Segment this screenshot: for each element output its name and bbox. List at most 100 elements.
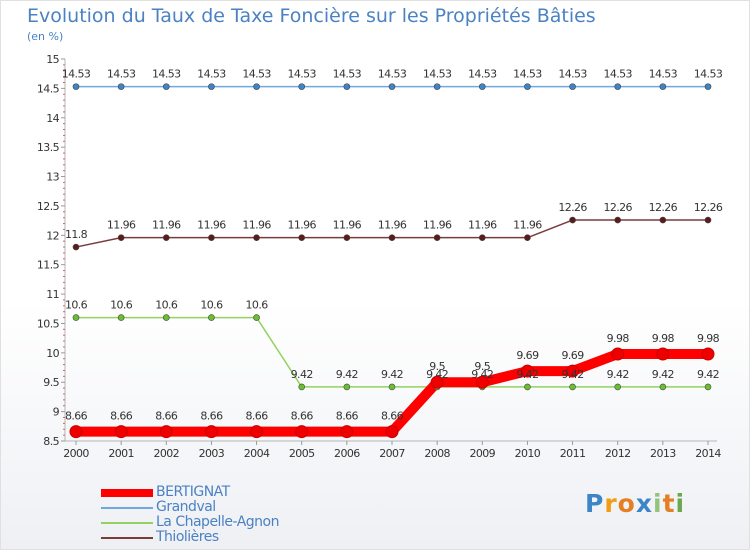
- data-label-bertignat: 8.66: [155, 410, 178, 423]
- data-label-bertignat: 8.66: [381, 410, 404, 423]
- data-label-grandval: 14.53: [468, 68, 497, 81]
- x-tick-label: 2000: [63, 447, 89, 460]
- data-point-thioli-res: [433, 234, 441, 241]
- data-label-thioli-res: 12.26: [649, 201, 678, 214]
- data-point-bertignat: [114, 425, 128, 439]
- legend-label: Grandval: [156, 499, 216, 515]
- data-point-thioli-res: [208, 234, 215, 241]
- data-label-thioli-res: 11.8: [65, 228, 88, 241]
- data-label-bertignat: 9.98: [652, 332, 675, 345]
- y-tick-label: 10: [46, 347, 59, 360]
- data-point-bertignat: [520, 364, 534, 378]
- legend-label: Thiolières: [156, 529, 219, 545]
- data-point-thioli-res: [72, 243, 80, 251]
- data-point-grandval: [659, 83, 667, 90]
- x-tick-label: 2005: [289, 447, 315, 460]
- data-labels: 14.53 14.53 14.53 14.53 14.53 14.53 14.53 14.53…: [62, 68, 724, 423]
- data-label-grandval: 14.53: [378, 68, 407, 81]
- data-point-grandval: [208, 83, 215, 90]
- x-tick-label: 2012: [605, 447, 631, 460]
- data-label-thioli-res: 12.26: [694, 201, 723, 214]
- data-label-la-chapelle-agnon: 9.42: [516, 368, 538, 381]
- data-label-la-chapelle-agnon: 10.6: [246, 299, 269, 312]
- logo-letter: P: [585, 489, 605, 518]
- data-label-thioli-res: 11.96: [468, 219, 497, 232]
- data-point-grandval: [253, 83, 260, 90]
- data-point-bertignat: [69, 425, 83, 439]
- data-point-bertignat: [385, 425, 399, 439]
- data-point-grandval: [343, 83, 351, 90]
- data-point-la-chapelle-agnon: [117, 314, 125, 321]
- data-label-bertignat: 8.66: [246, 410, 269, 423]
- data-point-bertignat: [566, 364, 580, 378]
- y-tick-label: 14: [46, 112, 59, 125]
- y-tick-label: 11: [46, 288, 59, 301]
- x-tick-label: 2002: [153, 447, 179, 460]
- data-label-la-chapelle-agnon: 9.42: [562, 368, 584, 381]
- legend-swatch: [101, 489, 153, 497]
- logo-letter: o: [617, 489, 636, 518]
- x-tick-label: 2007: [379, 447, 405, 460]
- data-label-grandval: 14.53: [603, 68, 632, 81]
- data-label-thioli-res: 12.26: [558, 201, 587, 214]
- data-point-thioli-res: [253, 234, 260, 241]
- data-point-la-chapelle-agnon: [388, 383, 396, 391]
- x-tick-label: 2010: [515, 447, 541, 460]
- data-label-la-chapelle-agnon: 9.42: [291, 368, 313, 381]
- data-point-grandval: [704, 83, 712, 90]
- y-tick-label: 9: [53, 406, 60, 419]
- series-markers: [69, 83, 715, 439]
- data-point-thioli-res: [388, 234, 396, 241]
- y-tick-label: 13.5: [37, 141, 60, 154]
- data-label-grandval: 14.53: [62, 68, 91, 81]
- data-label-la-chapelle-agnon: 9.42: [697, 368, 719, 381]
- data-point-la-chapelle-agnon: [253, 314, 260, 321]
- data-point-grandval: [478, 83, 486, 90]
- data-label-la-chapelle-agnon: 10.6: [65, 299, 88, 312]
- x-tick-label: 2014: [695, 447, 721, 460]
- data-label-bertignat: 8.66: [200, 410, 223, 423]
- legend-swatch: [101, 507, 153, 509]
- logo-letter: r: [604, 489, 618, 518]
- data-label-thioli-res: 11.96: [107, 219, 136, 232]
- data-label-thioli-res: 11.96: [242, 219, 271, 232]
- data-label-bertignat: 9.98: [697, 332, 720, 345]
- data-label-la-chapelle-agnon: 10.6: [110, 299, 133, 312]
- data-label-thioli-res: 11.96: [197, 219, 226, 232]
- x-tick-label: 2011: [560, 447, 586, 460]
- data-point-thioli-res: [162, 234, 170, 241]
- data-point-grandval: [569, 83, 576, 90]
- data-point-la-chapelle-agnon: [614, 383, 622, 391]
- y-tick-label: 13: [46, 171, 59, 184]
- data-label-grandval: 14.53: [513, 68, 542, 81]
- data-label-bertignat: 9.5: [429, 360, 445, 373]
- data-label-la-chapelle-agnon: 9.42: [607, 368, 629, 381]
- logo-letter: t: [662, 489, 676, 518]
- data-point-bertignat: [204, 425, 218, 439]
- data-point-bertignat: [250, 425, 264, 439]
- data-point-thioli-res: [343, 234, 351, 241]
- data-label-thioli-res: 11.96: [423, 219, 452, 232]
- legend-swatch: [101, 537, 153, 539]
- data-point-bertignat: [611, 347, 625, 361]
- data-label-thioli-res: 11.96: [152, 219, 181, 232]
- data-label-grandval: 14.53: [287, 68, 316, 81]
- data-point-thioli-res: [117, 234, 125, 241]
- data-label-bertignat: 9.69: [516, 349, 539, 362]
- data-label-thioli-res: 11.96: [287, 219, 316, 232]
- data-point-grandval: [524, 83, 531, 90]
- legend-label: BERTIGNAT: [156, 484, 230, 500]
- x-tick-label: 2009: [469, 447, 495, 460]
- y-tick-label: 11.5: [37, 259, 60, 272]
- data-label-bertignat: 8.66: [291, 410, 314, 423]
- logo-letter: x: [635, 489, 653, 518]
- data-point-la-chapelle-agnon: [162, 314, 170, 321]
- x-tick-label: 2004: [244, 447, 270, 460]
- logo-letter: i: [675, 489, 686, 518]
- data-label-la-chapelle-agnon: 10.6: [200, 299, 223, 312]
- data-point-thioli-res: [569, 216, 576, 224]
- data-point-la-chapelle-agnon: [72, 314, 80, 321]
- data-label-la-chapelle-agnon: 9.42: [381, 368, 403, 381]
- data-label-grandval: 14.53: [649, 68, 678, 81]
